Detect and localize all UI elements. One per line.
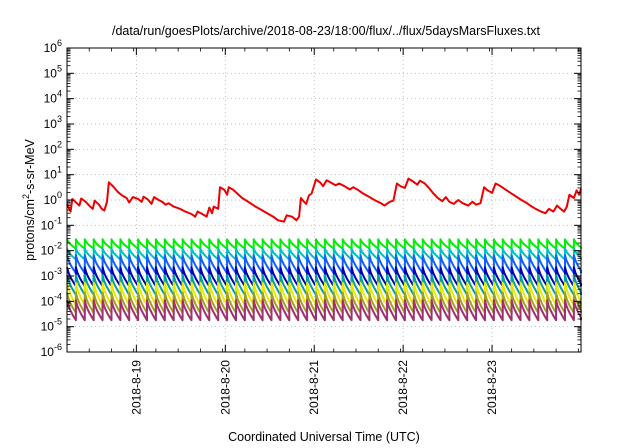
series-line-8 [66, 299, 582, 322]
y-tick-label: 102 [44, 139, 62, 156]
series-line-3 [66, 254, 582, 275]
y-tick-label: 10-4 [41, 291, 62, 308]
y-tick-label: 104 [44, 89, 62, 106]
y-tick-label: 100 [44, 190, 62, 207]
y-axis-label-superscript: 2 [21, 194, 31, 199]
y-tick-label: 106 [44, 38, 62, 55]
y-tick-label: 103 [44, 114, 62, 131]
y-tick-label: 101 [44, 165, 62, 182]
y-tick-label: 10-3 [41, 266, 62, 283]
chart-title: /data/run/goesPlots/archive/2018-08-23/1… [112, 24, 541, 38]
x-tick-label: 2018-8-22 [396, 360, 410, 415]
y-tick-label: 105 [44, 63, 62, 80]
series-line-2 [66, 247, 582, 261]
y-tick-label: 10-1 [41, 215, 62, 232]
data-series [66, 177, 582, 322]
series-line-1 [66, 238, 582, 250]
y-tick-label: 10-6 [41, 342, 62, 359]
x-tick-label: 2018-8-23 [485, 360, 499, 415]
axis-ticks [67, 47, 581, 353]
y-tick-labels: 10-6 10-5 10-4 10-3 10-2 10-1 100 101 102 103 104 1… [41, 38, 62, 359]
x-tick-label: 2018-8-21 [307, 360, 321, 415]
plot-frame [66, 47, 582, 353]
x-tick-label: 2018-8-19 [129, 360, 143, 415]
y-tick-label: 10-5 [41, 317, 62, 334]
x-tick-label: 2018-8-20 [218, 360, 232, 415]
y-tick-label: 10-2 [41, 241, 62, 258]
x-axis-label: Coordinated Universal Time (UTC) [228, 430, 420, 444]
series-line-9 [66, 177, 582, 223]
x-tick-labels: 2018-8-19 2018-8-20 2018-8-21 2018-8-22 2018… [129, 360, 499, 415]
y-axis-label: protons/cm2-s-sr-MeV [21, 138, 37, 260]
